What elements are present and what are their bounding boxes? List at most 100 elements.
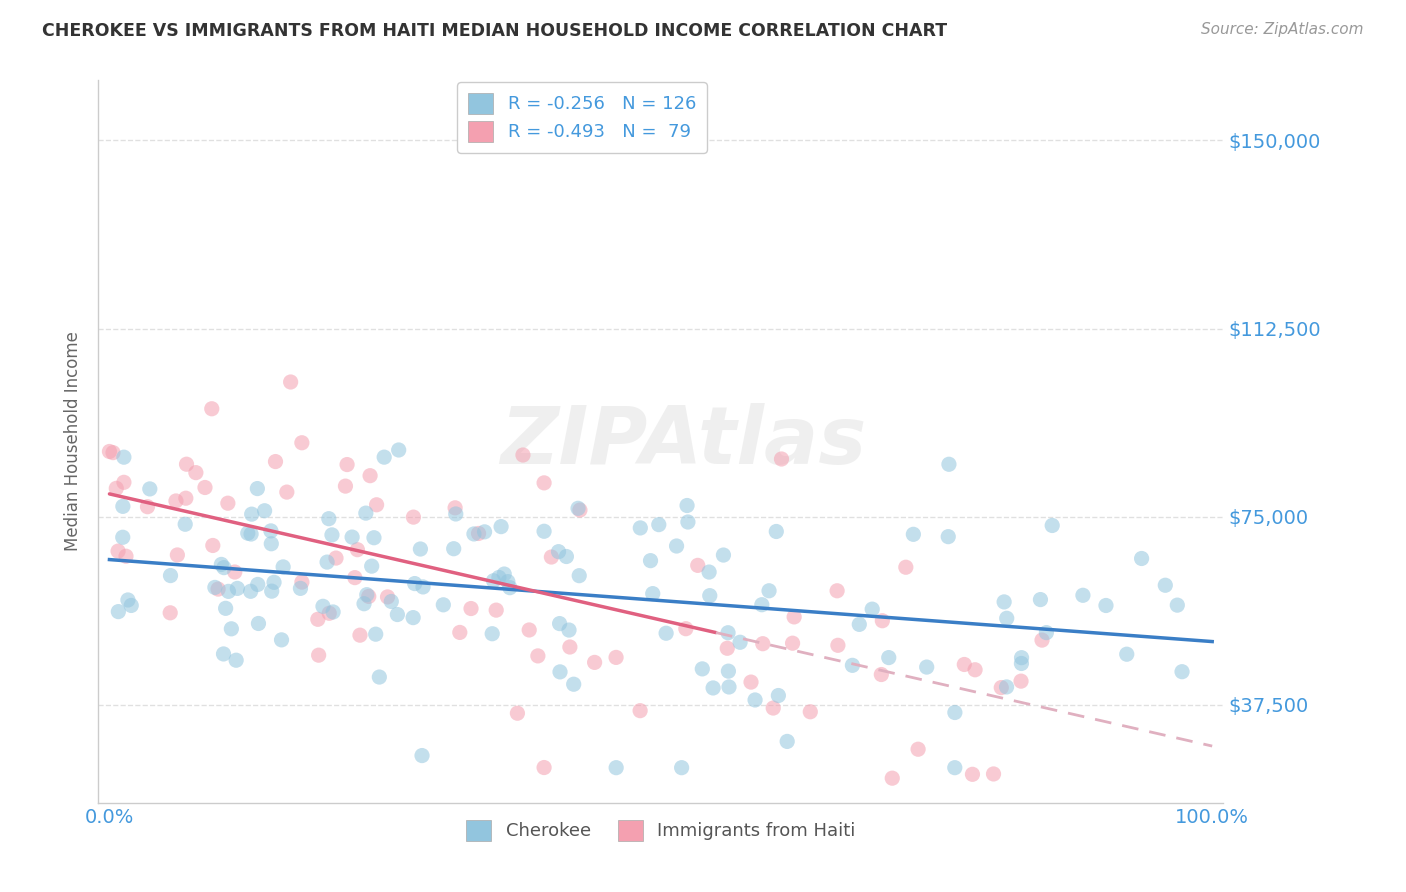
Point bbox=[962, 767, 984, 781]
Point bbox=[1171, 665, 1194, 679]
Legend: Cherokee, Immigrants from Haiti: Cherokee, Immigrants from Haiti bbox=[458, 813, 863, 848]
Point bbox=[562, 677, 585, 691]
Point bbox=[264, 454, 287, 468]
Point bbox=[308, 648, 330, 663]
Point bbox=[713, 548, 735, 562]
Point bbox=[388, 442, 411, 457]
Point bbox=[628, 704, 651, 718]
Point bbox=[112, 450, 135, 465]
Point bbox=[675, 622, 697, 636]
Point bbox=[204, 581, 226, 595]
Point bbox=[246, 577, 269, 591]
Point bbox=[671, 761, 693, 775]
Point bbox=[359, 468, 381, 483]
Point bbox=[463, 527, 485, 541]
Point bbox=[474, 524, 496, 539]
Point bbox=[993, 595, 1015, 609]
Point bbox=[368, 670, 391, 684]
Point bbox=[184, 466, 207, 480]
Point bbox=[318, 511, 340, 525]
Point bbox=[335, 479, 357, 493]
Point bbox=[120, 599, 142, 613]
Point bbox=[467, 526, 489, 541]
Point bbox=[402, 510, 425, 524]
Point bbox=[995, 680, 1018, 694]
Point bbox=[938, 457, 960, 471]
Point bbox=[665, 539, 688, 553]
Point bbox=[751, 598, 773, 612]
Point bbox=[115, 549, 138, 564]
Point bbox=[176, 457, 198, 471]
Point bbox=[485, 603, 508, 617]
Text: CHEROKEE VS IMMIGRANTS FROM HAITI MEDIAN HOUSEHOLD INCOME CORRELATION CHART: CHEROKEE VS IMMIGRANTS FROM HAITI MEDIAN… bbox=[42, 22, 948, 40]
Point bbox=[1010, 657, 1032, 671]
Point bbox=[356, 588, 378, 602]
Point bbox=[460, 601, 482, 615]
Point bbox=[212, 560, 235, 574]
Point bbox=[217, 496, 239, 510]
Point bbox=[870, 667, 893, 681]
Point bbox=[366, 498, 388, 512]
Point bbox=[239, 584, 262, 599]
Point bbox=[226, 582, 249, 596]
Point bbox=[717, 625, 740, 640]
Point bbox=[758, 583, 780, 598]
Point bbox=[364, 627, 387, 641]
Point bbox=[280, 375, 302, 389]
Point bbox=[872, 614, 894, 628]
Point bbox=[139, 482, 162, 496]
Point bbox=[240, 507, 263, 521]
Point bbox=[489, 519, 512, 533]
Point bbox=[783, 610, 806, 624]
Point bbox=[768, 689, 790, 703]
Point bbox=[325, 551, 347, 566]
Point bbox=[246, 482, 269, 496]
Point bbox=[270, 632, 292, 647]
Point bbox=[512, 448, 534, 462]
Point bbox=[260, 537, 283, 551]
Point bbox=[482, 574, 505, 588]
Point bbox=[260, 584, 283, 599]
Point bbox=[1031, 633, 1053, 648]
Point bbox=[217, 584, 239, 599]
Point bbox=[336, 458, 359, 472]
Point bbox=[605, 650, 627, 665]
Point bbox=[340, 530, 363, 544]
Point bbox=[1071, 588, 1094, 602]
Point bbox=[321, 528, 343, 542]
Point bbox=[548, 616, 571, 631]
Point bbox=[533, 760, 555, 774]
Point bbox=[212, 647, 235, 661]
Point bbox=[481, 626, 503, 640]
Point bbox=[105, 481, 128, 495]
Point bbox=[717, 664, 740, 678]
Point bbox=[290, 582, 312, 596]
Text: Source: ZipAtlas.com: Source: ZipAtlas.com bbox=[1201, 22, 1364, 37]
Point bbox=[253, 504, 276, 518]
Point bbox=[159, 606, 181, 620]
Point bbox=[782, 636, 804, 650]
Point bbox=[387, 607, 409, 622]
Point bbox=[1011, 650, 1033, 665]
Point bbox=[354, 506, 377, 520]
Point bbox=[174, 491, 197, 506]
Point bbox=[343, 571, 366, 585]
Point bbox=[360, 559, 382, 574]
Point bbox=[349, 628, 371, 642]
Point bbox=[548, 665, 571, 679]
Point bbox=[117, 593, 139, 607]
Point bbox=[848, 617, 870, 632]
Point bbox=[312, 599, 335, 614]
Point bbox=[444, 500, 467, 515]
Point bbox=[159, 568, 181, 582]
Point bbox=[907, 742, 929, 756]
Text: ZIPAtlas: ZIPAtlas bbox=[501, 402, 866, 481]
Point bbox=[276, 485, 298, 500]
Point bbox=[111, 530, 134, 544]
Point bbox=[494, 567, 516, 582]
Point bbox=[380, 594, 402, 608]
Point bbox=[201, 539, 224, 553]
Point bbox=[316, 555, 339, 569]
Point bbox=[449, 625, 471, 640]
Point bbox=[373, 450, 395, 465]
